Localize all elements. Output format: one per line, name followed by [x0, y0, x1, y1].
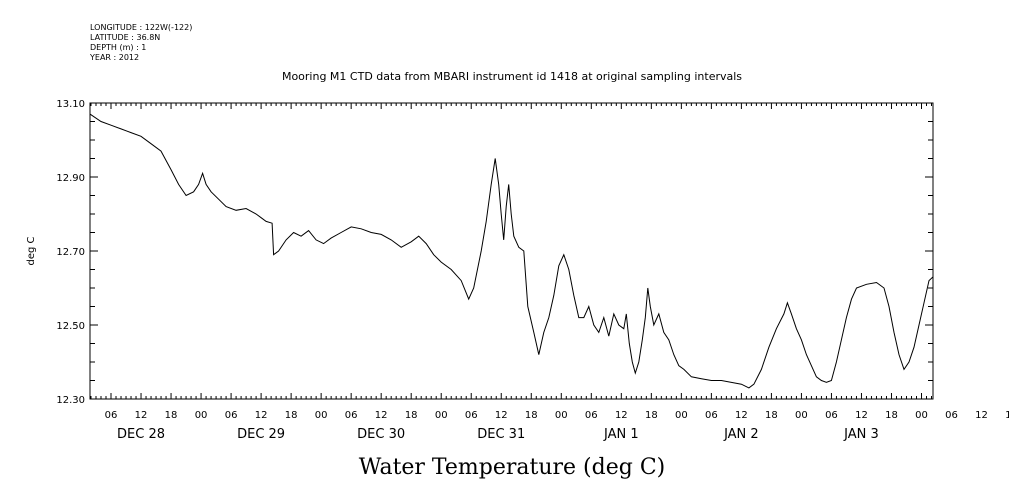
x-tick-label: 06: [225, 410, 238, 421]
meta-depth: DEPTH (m) : 1: [90, 43, 146, 52]
x-tick-label: 18: [1005, 410, 1009, 421]
x-tick-label: 06: [945, 410, 958, 421]
y-axis: 12.30 12.50 12.70 12.90 13.10: [56, 99, 933, 406]
x-tick-label: 18: [525, 410, 538, 421]
meta-year: YEAR : 2012: [89, 53, 139, 62]
x-tick-label: 06: [465, 410, 478, 421]
x-tick-label: 18: [885, 410, 898, 421]
x-tick-label: 12: [375, 410, 388, 421]
y-tick-label: 13.10: [56, 99, 85, 110]
day-label: JAN 3: [843, 427, 879, 442]
day-label: JAN 2: [723, 427, 759, 442]
x-tick-label: 00: [195, 410, 208, 421]
x-tick-label: 12: [135, 410, 148, 421]
x-tick-label: 18: [165, 410, 178, 421]
y-tick-label: 12.30: [56, 395, 85, 406]
day-label: DEC 30: [357, 427, 405, 442]
chart-title: Mooring M1 CTD data from MBARI instrumen…: [282, 70, 742, 83]
y-tick-label: 12.70: [56, 247, 85, 258]
meta-longitude: LONGITUDE : 122W(-122): [90, 23, 192, 32]
x-tick-label: 12: [615, 410, 628, 421]
x-tick-label: 18: [765, 410, 778, 421]
x-tick-label: 12: [495, 410, 508, 421]
series-line-water-temperature: [89, 113, 934, 389]
y-tick-label: 12.50: [56, 321, 85, 332]
day-label: DEC 28: [117, 427, 165, 442]
meta-latitude: LATITUDE : 36.8N: [90, 33, 160, 42]
x-tick-label: 06: [105, 410, 118, 421]
x-tick-label: 12: [855, 410, 868, 421]
x-tick-label: 06: [705, 410, 718, 421]
x-tick-label: 00: [315, 410, 328, 421]
day-label: DEC 31: [477, 427, 525, 442]
day-label: JAN 1: [603, 427, 639, 442]
x-tick-label: 06: [585, 410, 598, 421]
series-layer: [89, 113, 934, 389]
x-tick-label: 12: [735, 410, 748, 421]
x-tick-label: 18: [645, 410, 658, 421]
day-label: DEC 29: [237, 427, 285, 442]
x-axis: 06 12 18 00 06 12 18 00 06 12 18 00 06 12 18 00 06 12 18 00…: [90, 103, 1009, 442]
x-tick-label: 00: [915, 410, 928, 421]
y-tick-label: 12.90: [56, 173, 85, 184]
x-tick-label: 00: [675, 410, 688, 421]
x-tick-label: 00: [795, 410, 808, 421]
x-tick-label: 12: [975, 410, 988, 421]
y-axis-label: deg C: [26, 236, 37, 265]
x-tick-label: 18: [405, 410, 418, 421]
x-axis-label: Water Temperature (deg C): [359, 455, 666, 480]
x-tick-label: 06: [345, 410, 358, 421]
x-tick-label: 18: [285, 410, 298, 421]
x-tick-label: 12: [255, 410, 268, 421]
x-tick-label: 00: [555, 410, 568, 421]
x-tick-label: 06: [825, 410, 838, 421]
x-tick-label: 00: [435, 410, 448, 421]
